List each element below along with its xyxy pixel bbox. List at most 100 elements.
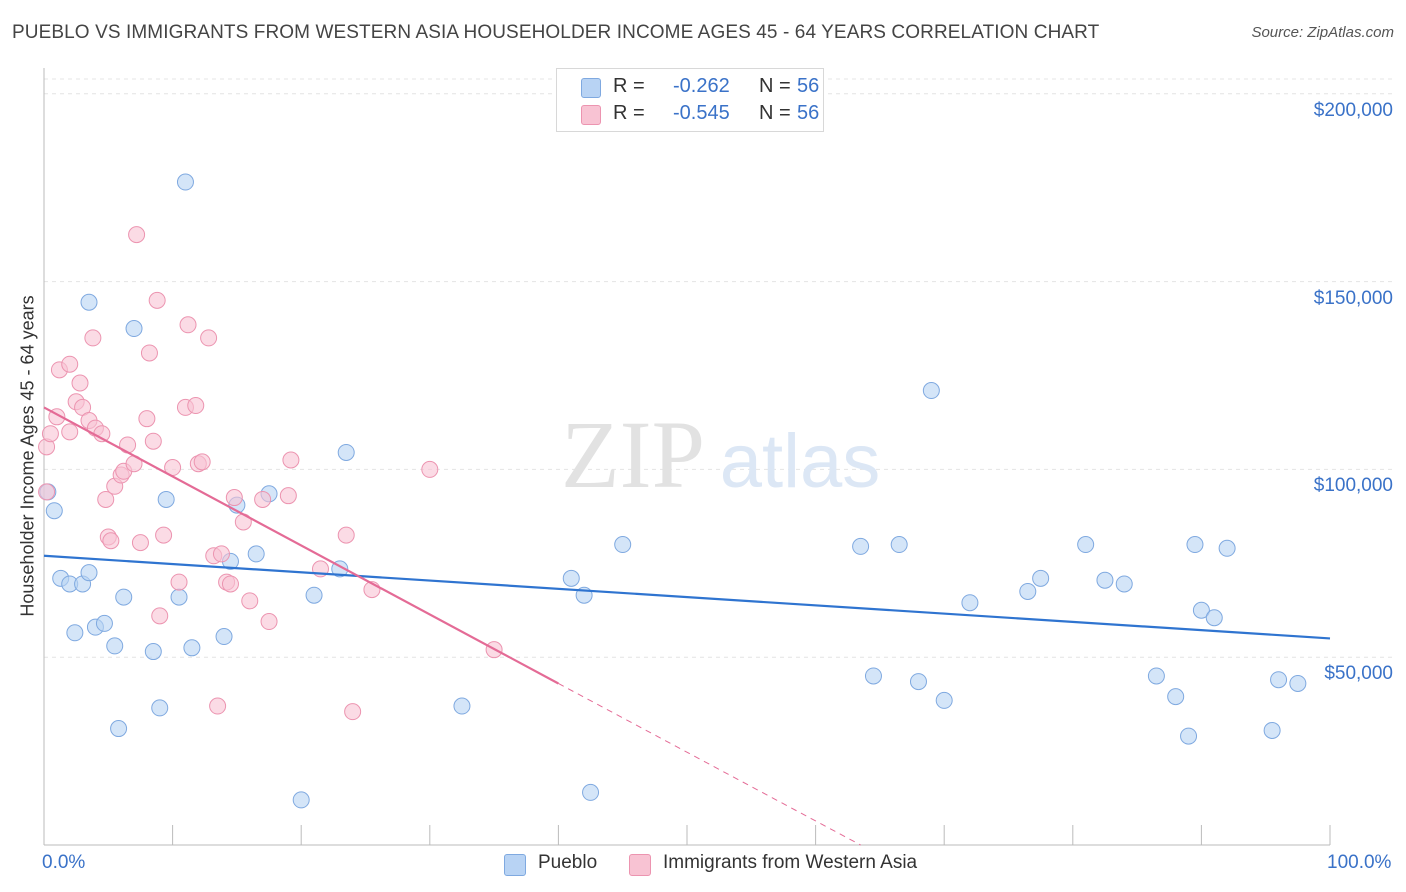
western-asia-point	[241, 592, 259, 610]
pueblo-point	[1032, 569, 1050, 587]
pueblo-point	[562, 569, 580, 587]
western-asia-point	[282, 451, 300, 469]
pueblo-point	[1289, 674, 1307, 692]
western-asia-point	[221, 575, 239, 593]
x-axis-min-label: 0.0%	[42, 852, 86, 873]
bottom-legend-label-pueblo: Pueblo	[538, 852, 598, 873]
pueblo-point	[80, 293, 98, 311]
chart-title: PUEBLO VS IMMIGRANTS FROM WESTERN ASIA H…	[12, 22, 1100, 43]
pueblo-point	[1019, 582, 1037, 600]
pueblo-point	[1077, 536, 1095, 554]
pueblo-point	[1205, 609, 1223, 627]
pueblo-point	[45, 502, 63, 520]
correlation-legend: R = -0.262 N = 56 R = -0.545 N = 56	[556, 68, 824, 132]
pueblo-point	[144, 643, 162, 661]
western-asia-point	[148, 291, 166, 309]
bottom-legend-label-western-asia: Immigrants from Western Asia	[663, 852, 918, 873]
legend-n-value: 56	[797, 102, 820, 124]
axes	[43, 68, 1331, 846]
western-asia-point	[61, 423, 79, 441]
pueblo-point	[852, 537, 870, 555]
grid-lines	[44, 78, 1394, 658]
western-asia-trend-extension	[558, 683, 861, 846]
western-asia-point	[97, 490, 115, 508]
western-asia-point	[128, 226, 146, 244]
y-tick-label: $50,000	[1324, 663, 1393, 685]
pueblo-point	[1147, 667, 1165, 685]
watermark-zip: ZIP	[561, 401, 705, 508]
pueblo-point	[1218, 539, 1236, 557]
legend-swatch-western-asia	[581, 105, 601, 125]
y-tick-label: $150,000	[1313, 287, 1393, 309]
pueblo-point	[157, 490, 175, 508]
pueblo-point	[1186, 536, 1204, 554]
pueblo-point	[1192, 601, 1210, 619]
legend-r-label: R =	[613, 75, 645, 97]
pueblo-point	[1096, 571, 1114, 589]
pueblo-point	[305, 586, 323, 604]
western-asia-point	[421, 460, 439, 478]
pueblo-point	[582, 783, 600, 801]
western-asia-point	[209, 697, 227, 715]
pueblo-point	[247, 545, 265, 563]
trend-lines	[43, 406, 1331, 846]
pueblo-point	[95, 614, 113, 632]
pueblo-point	[292, 791, 310, 809]
pueblo-point	[909, 673, 927, 691]
western-asia-point	[179, 316, 197, 334]
western-asia-point	[254, 490, 272, 508]
pueblo-point	[453, 697, 471, 715]
western-asia-point	[193, 453, 211, 471]
western-asia-point	[61, 355, 79, 373]
pueblo-point	[922, 382, 940, 400]
pueblo-point	[614, 536, 632, 554]
western-asia-point	[260, 613, 278, 631]
western-asia-point	[102, 532, 120, 550]
pueblo-point	[215, 628, 233, 646]
pueblo-point	[1270, 671, 1288, 689]
legend-swatch-pueblo	[581, 78, 601, 98]
western-asia-point	[84, 329, 102, 347]
pueblo-point	[890, 536, 908, 554]
pueblo-point	[1263, 721, 1281, 739]
western-asia-point	[138, 410, 156, 428]
pueblo-point	[176, 173, 194, 191]
pueblo-point	[1180, 727, 1198, 745]
western-asia-point	[119, 436, 137, 454]
western-asia-point	[131, 534, 149, 552]
source-label: Source: ZipAtlas.com	[1251, 24, 1394, 41]
legend-r-value: -0.545	[673, 102, 730, 124]
western-asia-point	[38, 483, 56, 501]
western-asia-point	[144, 432, 162, 450]
western-asia-point	[71, 374, 89, 392]
legend-n-label: N =	[759, 75, 791, 97]
y-tick-label: $100,000	[1313, 475, 1393, 497]
pueblo-point	[170, 588, 188, 606]
watermark-atlas: atlas	[720, 419, 881, 504]
western-asia-point	[200, 329, 218, 347]
pueblo-point	[115, 588, 133, 606]
pueblo-point	[66, 624, 84, 642]
western-asia-point	[155, 526, 173, 544]
legend-n-value: 56	[797, 75, 820, 97]
pueblo-points	[39, 173, 1307, 809]
western-asia-point	[170, 573, 188, 591]
pueblo-point	[110, 720, 128, 738]
western-asia-point	[151, 607, 169, 625]
legend-r-value: -0.262	[673, 75, 730, 97]
y-tick-label: $200,000	[1313, 99, 1393, 121]
pueblo-point	[1167, 688, 1185, 706]
western-asia-point	[140, 344, 158, 362]
pueblo-point	[961, 594, 979, 612]
bottom-legend-swatch-western-asia	[629, 854, 651, 876]
western-asia-point	[279, 487, 297, 505]
bottom-legend-swatch-pueblo	[504, 854, 526, 876]
pueblo-point	[1115, 575, 1133, 593]
western-asia-point	[337, 526, 355, 544]
western-asia-point	[41, 425, 59, 443]
pueblo-point	[864, 667, 882, 685]
pueblo-point	[80, 564, 98, 582]
western-asia-point	[187, 397, 205, 415]
pueblo-point	[151, 699, 169, 717]
